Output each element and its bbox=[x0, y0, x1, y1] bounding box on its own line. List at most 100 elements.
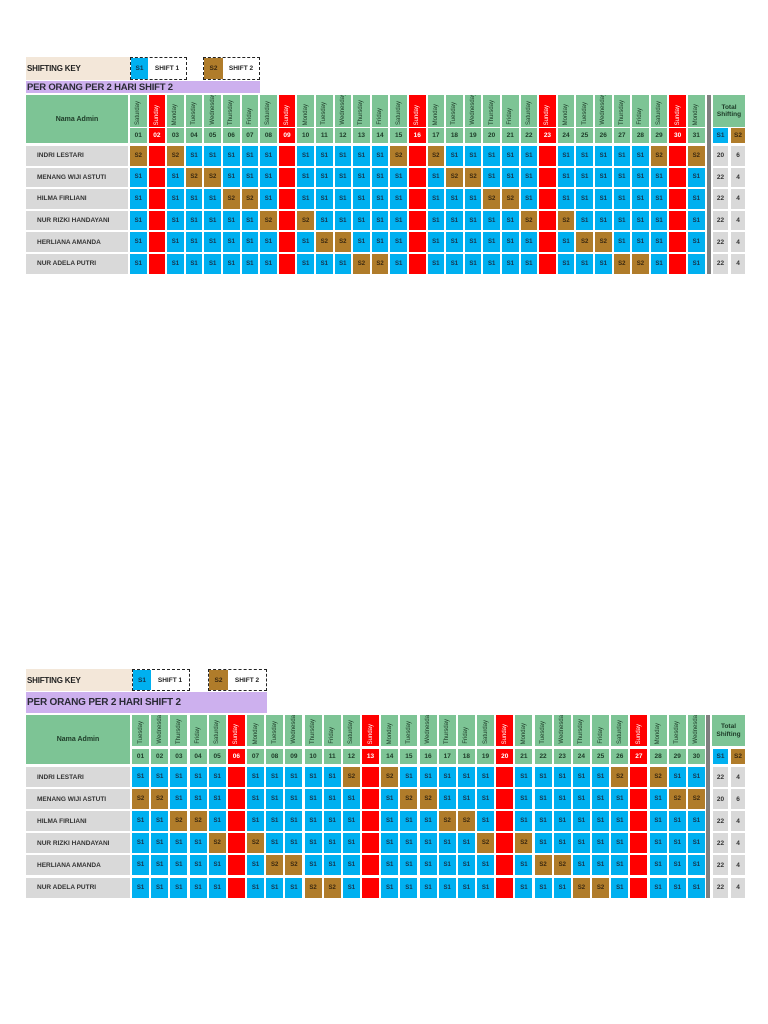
shift-cell-s1: S1 bbox=[353, 232, 370, 252]
shift-cell-s1: S1 bbox=[557, 232, 575, 252]
admin-name: INDRI LESTARI bbox=[26, 146, 128, 166]
day-name-label: Sunday bbox=[367, 723, 374, 744]
shift-cell-s2: S2 bbox=[592, 877, 610, 898]
shift-cell-s1: S1 bbox=[285, 767, 303, 787]
day-name-header: Friday bbox=[189, 715, 207, 746]
day-name-label: Thursday bbox=[310, 718, 317, 744]
shift-cell-s1: S1 bbox=[371, 189, 389, 209]
day-off-cell bbox=[148, 167, 166, 188]
shift-cell-s1: S1 bbox=[613, 232, 631, 252]
shift-cell-s1: S1 bbox=[534, 767, 552, 787]
day-name-header: Sunday bbox=[227, 715, 245, 746]
shift-1-label: SHIFT 1 bbox=[157, 676, 183, 684]
day-name-label: Monday bbox=[386, 722, 393, 744]
day-name-label: Saturday bbox=[525, 100, 532, 125]
day-off-cell bbox=[496, 855, 514, 876]
shift-cell-s1: S1 bbox=[520, 254, 538, 274]
shift-cell-s2: S2 bbox=[520, 210, 538, 231]
shift-cell-s2: S2 bbox=[613, 254, 631, 274]
admin-name: HERLIANA AMANDA bbox=[26, 232, 128, 252]
day-number-header: 20 bbox=[496, 749, 514, 764]
day-name-header: Monday bbox=[297, 95, 314, 127]
day-number-header: 30 bbox=[669, 128, 686, 143]
day-name-header: Saturday bbox=[477, 715, 495, 746]
shift-cell-s1: S1 bbox=[204, 254, 221, 274]
shift-cell-s1: S1 bbox=[534, 789, 552, 810]
shift-cell-s1: S1 bbox=[285, 833, 303, 854]
shift-cell-s2: S2 bbox=[342, 767, 360, 787]
column-separator bbox=[706, 715, 710, 898]
shift-cell-s2: S2 bbox=[483, 189, 500, 209]
shift-cell-s1: S1 bbox=[223, 146, 240, 166]
shift-cell-s2: S2 bbox=[438, 811, 456, 832]
shift-cell-s1: S1 bbox=[170, 855, 188, 876]
shift-cell-s1: S1 bbox=[130, 232, 147, 252]
shift-cell-s2: S2 bbox=[515, 833, 533, 854]
shift-cell-s1: S1 bbox=[572, 811, 590, 832]
shift-cell-s1: S1 bbox=[241, 232, 259, 252]
day-number-header: 29 bbox=[650, 128, 668, 143]
total-s2-count: 6 bbox=[731, 789, 745, 810]
day-name-header: Thursday bbox=[483, 95, 500, 127]
day-name-label: Wednesday bbox=[693, 715, 700, 744]
day-number-header: 01 bbox=[132, 749, 149, 764]
day-number-header: 18 bbox=[457, 749, 475, 764]
admin-name: MENANG WIJI ASTUTI bbox=[26, 167, 128, 188]
day-name-header: Tuesday bbox=[576, 95, 593, 127]
shift-cell-s1: S1 bbox=[438, 855, 456, 876]
shift-cell-s1: S1 bbox=[446, 210, 463, 231]
shift-cell-s1: S1 bbox=[132, 855, 149, 876]
day-number-header: 10 bbox=[297, 128, 314, 143]
day-off-cell bbox=[409, 146, 426, 166]
total-s2-count: 4 bbox=[731, 210, 745, 231]
day-name-label: Friday bbox=[246, 108, 253, 125]
day-number-header: 08 bbox=[260, 128, 277, 143]
shift-cell-s1: S1 bbox=[502, 146, 519, 166]
shift-cell-s1: S1 bbox=[534, 811, 552, 832]
day-name-header: Friday bbox=[502, 95, 519, 127]
shift-cell-s1: S1 bbox=[515, 789, 533, 810]
shift-cell-s1: S1 bbox=[553, 811, 571, 832]
name-column-header: Nama Admin bbox=[26, 715, 130, 764]
day-name-header: Thursday bbox=[613, 95, 631, 127]
shift-cell-s2: S2 bbox=[323, 877, 341, 898]
day-number-header: 31 bbox=[688, 128, 705, 143]
day-name-label: Monday bbox=[302, 103, 309, 125]
day-off-cell bbox=[362, 811, 380, 832]
shift-cell-s2: S2 bbox=[557, 210, 575, 231]
day-off-cell bbox=[362, 833, 380, 854]
shift-cell-s2: S2 bbox=[419, 789, 437, 810]
shift-cell-s2: S2 bbox=[632, 254, 649, 274]
day-name-label: Friday bbox=[329, 727, 336, 744]
shift-cell-s1: S1 bbox=[316, 189, 333, 209]
day-name-header: Sunday bbox=[496, 715, 514, 746]
day-off-cell bbox=[148, 210, 166, 231]
day-name-header: Saturday bbox=[611, 715, 629, 746]
day-name-label: Monday bbox=[520, 722, 527, 744]
shift-cell-s1: S1 bbox=[297, 167, 314, 188]
shift-cell-s1: S1 bbox=[464, 189, 482, 209]
day-name-label: Tuesday bbox=[581, 102, 588, 125]
total-s1-count: 22 bbox=[713, 232, 728, 252]
shift-cell-s1: S1 bbox=[130, 210, 147, 231]
shift-cell-s1: S1 bbox=[688, 189, 705, 209]
day-name-header: Monday bbox=[688, 95, 705, 127]
day-off-cell bbox=[669, 232, 686, 252]
day-name-label: Tuesday bbox=[405, 721, 412, 744]
shift-cell-s1: S1 bbox=[381, 811, 399, 832]
shift-cell-s1: S1 bbox=[266, 767, 284, 787]
day-number-header: 29 bbox=[668, 749, 686, 764]
day-name-label: Monday bbox=[432, 103, 439, 125]
shift-cell-s1: S1 bbox=[371, 146, 389, 166]
shift-cell-s1: S1 bbox=[483, 146, 500, 166]
shift-cell-s1: S1 bbox=[515, 811, 533, 832]
day-off-cell bbox=[669, 210, 686, 231]
day-number-header: 25 bbox=[576, 128, 593, 143]
shift-cell-s1: S1 bbox=[260, 232, 277, 252]
day-name-header: Monday bbox=[649, 715, 667, 746]
day-number-header: 15 bbox=[400, 749, 418, 764]
day-number-header: 14 bbox=[371, 128, 389, 143]
shift-cell-s2: S2 bbox=[553, 855, 571, 876]
shift-cell-s1: S1 bbox=[151, 833, 169, 854]
shift-cell-s1: S1 bbox=[446, 254, 463, 274]
